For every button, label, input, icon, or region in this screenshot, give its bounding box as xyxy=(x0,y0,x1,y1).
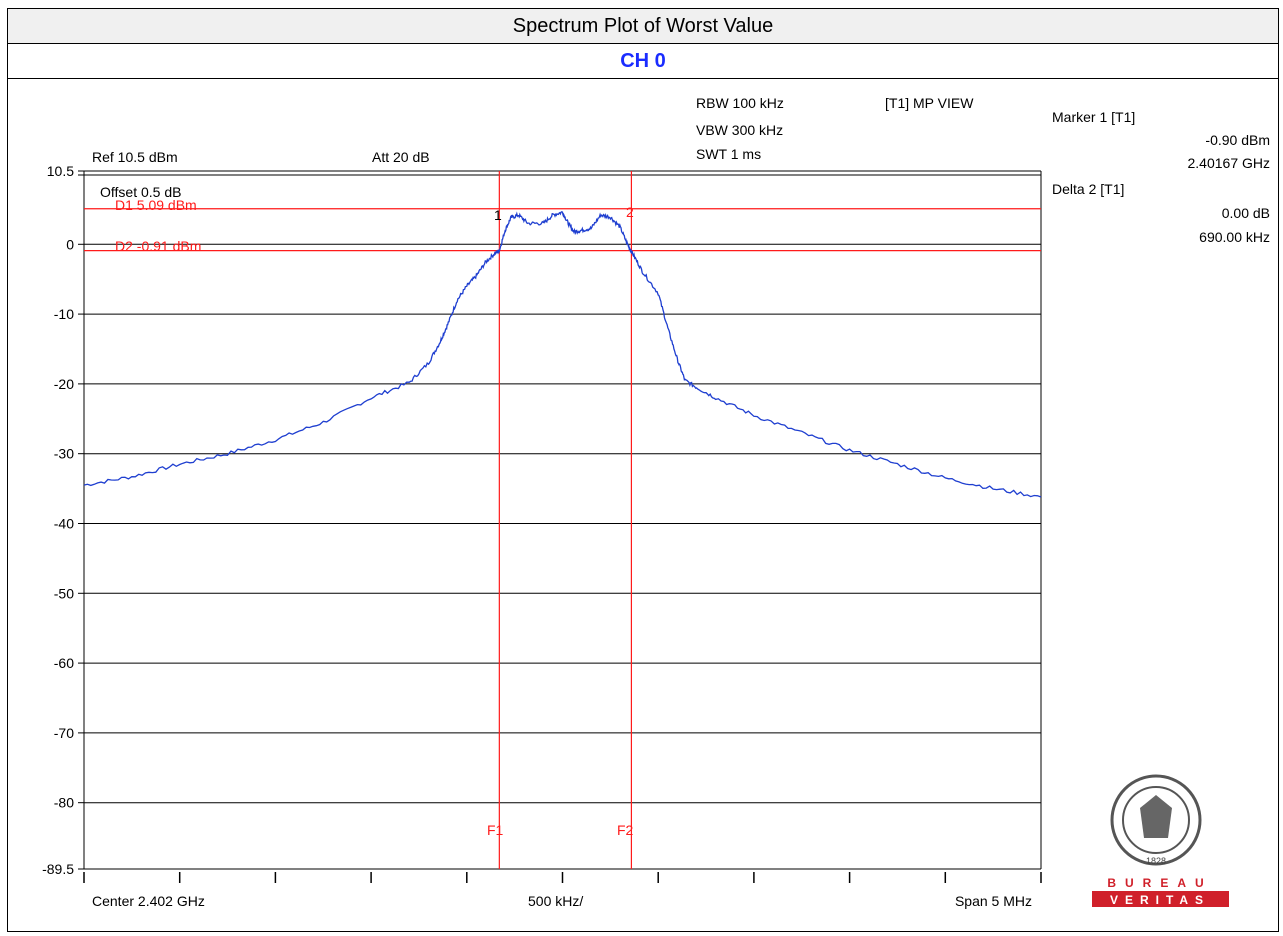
d1-line-label: D1 5.09 dBm xyxy=(115,197,197,213)
delta2-frequency: 690.00 kHz xyxy=(1199,229,1270,245)
offset-label: Offset 0.5 dB xyxy=(100,184,181,200)
grid xyxy=(83,170,1042,870)
channel-label: CH 0 xyxy=(8,44,1278,79)
logo-year: 1828 xyxy=(1146,856,1166,866)
bureau-veritas-logo: 1828 BUREAU VERITAS xyxy=(1092,774,1229,907)
y-tick-label: -30 xyxy=(54,446,74,462)
report-frame: Spectrum Plot of Worst Value CH 0 xyxy=(7,8,1279,932)
y-tick-label: 0 xyxy=(66,236,74,252)
per-division-label: 500 kHz/ xyxy=(528,893,583,909)
y-axis-ticks: 10.5 0 -10 -20 -30 -40 -50 -60 -70 -80 -89.5 xyxy=(42,163,84,877)
marker1-symbol: 1 xyxy=(494,207,502,223)
attenuation-label: Att 20 dB xyxy=(372,149,430,165)
series-layer xyxy=(83,211,1042,498)
rbw-label: RBW 100 kHz xyxy=(696,95,784,111)
logo-text-top: BUREAU xyxy=(1107,876,1212,890)
y-tick-label: -40 xyxy=(54,515,74,531)
y-tick-label: -89.5 xyxy=(42,861,74,877)
y-tick-label: -60 xyxy=(54,655,74,671)
f2-line-label: F2 xyxy=(617,822,634,838)
logo-seal-emblem xyxy=(1140,795,1172,838)
display-lines xyxy=(84,208,1041,252)
f1-line-label: F1 xyxy=(487,822,504,838)
y-tick-label: -70 xyxy=(54,725,74,741)
marker2-symbol: 2 xyxy=(626,204,634,220)
marker1-frequency: 2.40167 GHz xyxy=(1188,155,1271,171)
sweep-time-label: SWT 1 ms xyxy=(696,146,761,162)
y-tick-label: -80 xyxy=(54,795,74,811)
center-frequency-label: Center 2.402 GHz xyxy=(92,893,205,909)
d2-line-label: D2 -0.91 dBm xyxy=(115,238,201,254)
logo-red-band xyxy=(1092,891,1229,907)
x-axis-ticks xyxy=(83,872,1042,883)
y-tick-label: -20 xyxy=(54,376,74,392)
vbw-label: VBW 300 kHz xyxy=(696,122,783,138)
y-tick-label: -10 xyxy=(54,306,74,322)
marker1-title: Marker 1 [T1] xyxy=(1052,109,1135,125)
ref-level-label: Ref 10.5 dBm xyxy=(92,149,178,165)
delta2-level: 0.00 dB xyxy=(1222,205,1270,221)
trace-mode-label: [T1] MP VIEW xyxy=(885,95,974,111)
marker1-level: -0.90 dBm xyxy=(1205,132,1270,148)
span-label: Span 5 MHz xyxy=(955,893,1032,909)
plot-title: Spectrum Plot of Worst Value xyxy=(8,9,1278,44)
logo-text-bottom: VERITAS xyxy=(1110,893,1210,907)
trace-series-line xyxy=(83,211,1042,498)
y-tick-label: -50 xyxy=(54,585,74,601)
y-tick-label: 10.5 xyxy=(47,163,74,179)
frequency-lines xyxy=(498,171,633,869)
delta2-title: Delta 2 [T1] xyxy=(1052,181,1124,197)
